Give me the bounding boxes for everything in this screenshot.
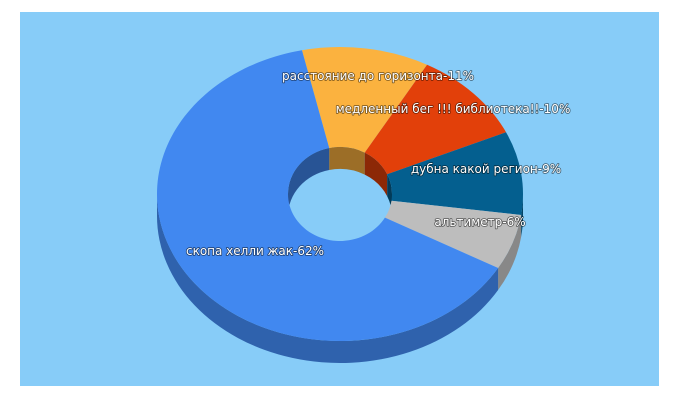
slice-label-2: дубна какой регион-9% <box>411 162 561 176</box>
chart-panel: расстояние до горизонта-11% медленный бег… <box>20 12 659 386</box>
slice-side-outer <box>498 214 522 291</box>
donut-chart: расстояние до горизонта-11% медленный бег… <box>157 47 571 363</box>
slice-side-inner <box>329 147 365 175</box>
donut-slice-3[interactable] <box>384 200 522 269</box>
donut-slice-0[interactable] <box>301 47 428 153</box>
slice-side-inner <box>364 152 388 197</box>
slice-side-outer <box>521 194 523 237</box>
donut-slice-1[interactable] <box>364 64 507 175</box>
slice-side-outer <box>157 194 499 363</box>
slice-label-1: медленный бег !!! библиотека!!-10% <box>336 102 571 116</box>
slice-label-3: альтиметр-6% <box>434 215 525 229</box>
donut-slice-2[interactable] <box>387 132 523 215</box>
slice-label-4: скопа хелли жак-62% <box>186 244 324 258</box>
slice-label-0: расстояние до горизонта-11% <box>282 69 474 83</box>
slice-side-inner <box>288 148 330 216</box>
donut-slice-4[interactable] <box>157 50 499 341</box>
